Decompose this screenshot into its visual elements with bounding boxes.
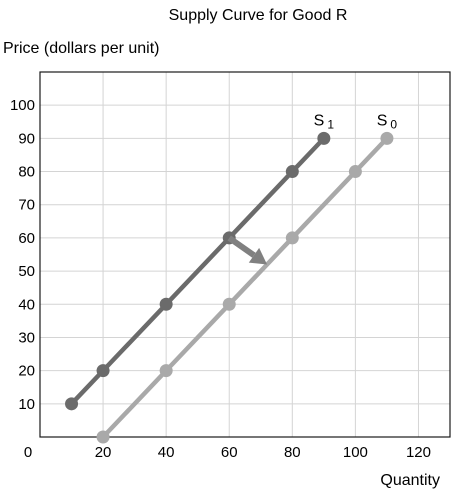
series-line-s0 (100, 136, 390, 440)
shift-arrow-shaft (227, 235, 256, 258)
x-tick-label: 0 (24, 444, 32, 461)
x-tick-label: 40 (158, 444, 175, 461)
y-tick-label: 50 (18, 263, 35, 280)
y-tick-label: 90 (18, 130, 35, 147)
x-axis-label: Quantity (380, 472, 440, 489)
y-tick-label: 20 (18, 363, 35, 380)
x-tick-label: 60 (221, 444, 238, 461)
data-point-s0 (159, 364, 173, 378)
series-label-main: S (377, 112, 388, 129)
y-tick-label: 30 (18, 329, 35, 346)
grid (40, 72, 450, 437)
data-point-s0 (285, 231, 299, 245)
x-tick-label: 120 (406, 444, 431, 461)
shift-arrow-head (248, 247, 268, 265)
y-tick-label: 100 (10, 97, 35, 114)
x-tick-label: 80 (284, 444, 301, 461)
data-point-s1 (159, 297, 173, 311)
y-tick-label: 10 (18, 396, 35, 413)
y-tick-label: 60 (18, 230, 35, 247)
data-point-s1 (285, 165, 299, 179)
data-point-s1 (65, 397, 79, 411)
axes (39, 71, 451, 438)
x-tick-label: 100 (343, 444, 368, 461)
shift-arrow-layer (227, 235, 268, 265)
data-point-s0 (348, 165, 362, 179)
y-tick-label: 40 (18, 296, 35, 313)
y-tick-label: 70 (18, 197, 35, 214)
data-point-s0 (96, 430, 110, 444)
series-label-sub: 1 (327, 117, 334, 131)
data-point-s0 (222, 297, 236, 311)
data-point-s1 (317, 131, 331, 145)
series-label-main: S (314, 112, 325, 129)
series-line-s1 (69, 136, 327, 407)
x-tick-label: 20 (95, 444, 112, 461)
plot-frame (39, 71, 451, 438)
data-point-s0 (380, 131, 394, 145)
y-tick-label: 80 (18, 164, 35, 181)
y-axis-label: Price (dollars per unit) (3, 40, 160, 57)
data-point-s1 (96, 364, 110, 378)
series-label-sub: 0 (390, 117, 397, 131)
chart-title: Supply Curve for Good R (169, 7, 348, 24)
